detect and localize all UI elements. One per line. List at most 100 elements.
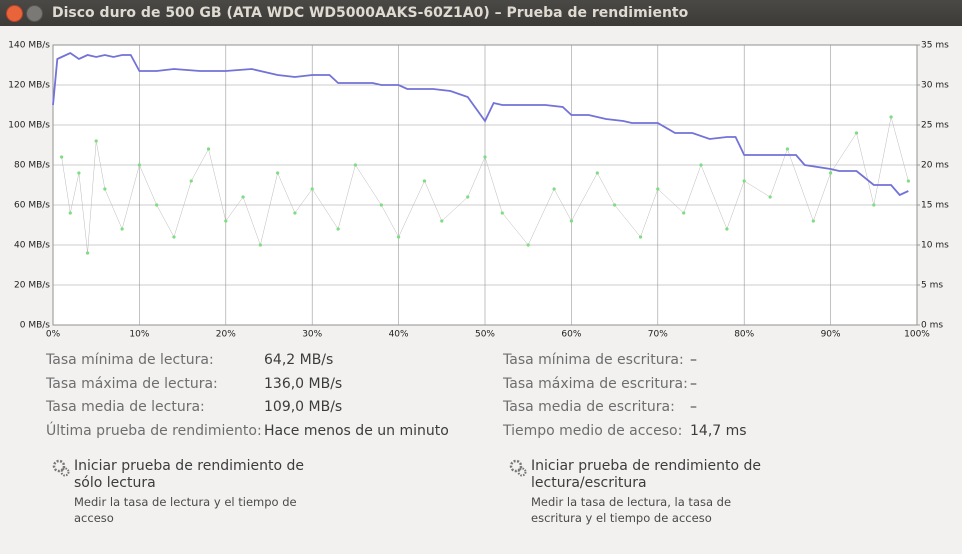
access-point xyxy=(768,195,772,199)
access-point xyxy=(854,131,859,135)
y-tick-label: 120 MB/s xyxy=(8,81,50,91)
x-tick-label: 70% xyxy=(648,330,668,340)
access-point xyxy=(526,243,530,247)
y2-tick-label: 5 ms xyxy=(921,281,943,291)
access-point xyxy=(397,235,401,239)
access-trace xyxy=(61,116,909,254)
stat-value: – xyxy=(690,352,697,368)
y2-tick-label: 20 ms xyxy=(921,161,949,171)
stat-label: Tasa máxima de lectura: xyxy=(46,375,218,392)
benchmark-button[interactable]: Iniciar prueba de rendimiento de lectura… xyxy=(509,458,771,526)
x-tick-label: 90% xyxy=(821,330,841,340)
access-point xyxy=(258,243,262,247)
y2-tick-label: 15 ms xyxy=(921,201,949,211)
access-point xyxy=(552,187,556,191)
y2-tick-label: 25 ms xyxy=(921,121,949,131)
button-title: Iniciar prueba de rendimiento de sólo le… xyxy=(74,458,304,491)
stat-value: 64,2 MB/s xyxy=(264,352,334,368)
access-point xyxy=(68,211,72,215)
y2-tick-label: 10 ms xyxy=(921,241,949,251)
x-tick-label: 10% xyxy=(129,330,149,340)
access-point xyxy=(85,251,90,255)
access-point xyxy=(206,147,211,151)
x-tick-label: 60% xyxy=(561,330,581,340)
stat-label: Tasa media de escritura: xyxy=(503,399,675,415)
x-tick-label: 80% xyxy=(734,330,754,340)
y-tick-label: 60 MB/s xyxy=(14,201,50,211)
button-title: Iniciar prueba de rendimiento de lectura… xyxy=(531,458,761,491)
close-button[interactable] xyxy=(6,5,23,22)
access-point xyxy=(872,203,876,207)
stat-value: 136,0 MB/s xyxy=(264,375,343,392)
access-point xyxy=(613,203,617,207)
benchmark-button[interactable]: Iniciar prueba de rendimiento de sólo le… xyxy=(52,458,314,526)
access-point xyxy=(906,179,910,183)
access-point xyxy=(353,163,357,167)
access-point xyxy=(742,179,746,183)
x-tick-label: 100% xyxy=(904,330,930,340)
access-point xyxy=(155,203,159,207)
stat-value: – xyxy=(690,375,697,392)
button-description: Medir la tasa de lectura, la tasa de esc… xyxy=(531,495,732,525)
stat-value: 14,7 ms xyxy=(690,422,747,439)
y2-tick-label: 35 ms xyxy=(921,41,949,51)
y2-tick-label: 0 ms xyxy=(921,321,943,331)
access-point xyxy=(889,115,893,119)
access-point xyxy=(466,195,470,199)
access-point xyxy=(682,211,686,215)
access-point xyxy=(94,139,98,143)
access-point xyxy=(595,171,599,175)
y-tick-label: 20 MB/s xyxy=(14,281,50,291)
access-point xyxy=(785,147,790,151)
access-point xyxy=(811,219,815,223)
title-bar: Disco duro de 500 GB (ATA WDC WD5000AAKS… xyxy=(0,0,962,26)
y-tick-label: 0 MB/s xyxy=(20,321,51,331)
window-title: Disco duro de 500 GB (ATA WDC WD5000AAKS… xyxy=(52,5,689,21)
y2-tick-label: 30 ms xyxy=(921,81,949,91)
access-point xyxy=(310,187,314,191)
access-point xyxy=(293,211,297,215)
access-point xyxy=(379,203,383,207)
access-point xyxy=(699,163,703,167)
y-tick-label: 100 MB/s xyxy=(8,121,50,131)
x-tick-label: 20% xyxy=(216,330,236,340)
access-point xyxy=(276,171,280,175)
access-point xyxy=(336,227,340,231)
access-point xyxy=(440,219,444,223)
access-point xyxy=(638,235,643,239)
stat-label: Tasa media de lectura: xyxy=(46,399,205,415)
button-description: Medir la tasa de lectura y el tiempo de … xyxy=(74,495,297,525)
access-point xyxy=(120,227,124,231)
y-tick-label: 40 MB/s xyxy=(14,241,50,251)
access-point xyxy=(189,179,193,183)
access-point xyxy=(483,155,487,159)
x-tick-label: 30% xyxy=(302,330,322,340)
stat-label: Tasa mínima de escritura: xyxy=(503,352,684,368)
access-point xyxy=(569,219,574,223)
access-point xyxy=(422,179,427,183)
stat-value: Hace menos de un minuto xyxy=(264,422,449,439)
stat-value: 109,0 MB/s xyxy=(264,399,343,415)
access-point xyxy=(172,235,176,239)
gears-icon xyxy=(509,459,527,477)
minimize-button[interactable] xyxy=(26,5,43,22)
access-point xyxy=(829,171,833,175)
access-point xyxy=(500,211,504,215)
access-point xyxy=(656,187,660,191)
y-tick-label: 80 MB/s xyxy=(14,161,50,171)
access-point xyxy=(103,187,107,191)
access-point xyxy=(241,195,245,199)
stat-label: Última prueba de rendimiento: xyxy=(46,422,262,439)
access-point xyxy=(77,171,81,175)
read-rate-line xyxy=(52,51,909,197)
access-point xyxy=(60,155,64,159)
access-point xyxy=(224,219,228,223)
y-tick-label: 140 MB/s xyxy=(8,41,50,51)
stat-label: Tasa máxima de escritura: xyxy=(503,375,688,392)
access-point xyxy=(725,227,729,231)
access-point xyxy=(137,163,141,167)
stat-label: Tasa mínima de lectura: xyxy=(46,352,214,368)
stat-label: Tiempo medio de acceso: xyxy=(503,422,683,439)
chart: 0 MB/s 20 MB/s 40 MB/s 60 MB/s 80 MB/s 100 MB… xyxy=(8,41,949,340)
